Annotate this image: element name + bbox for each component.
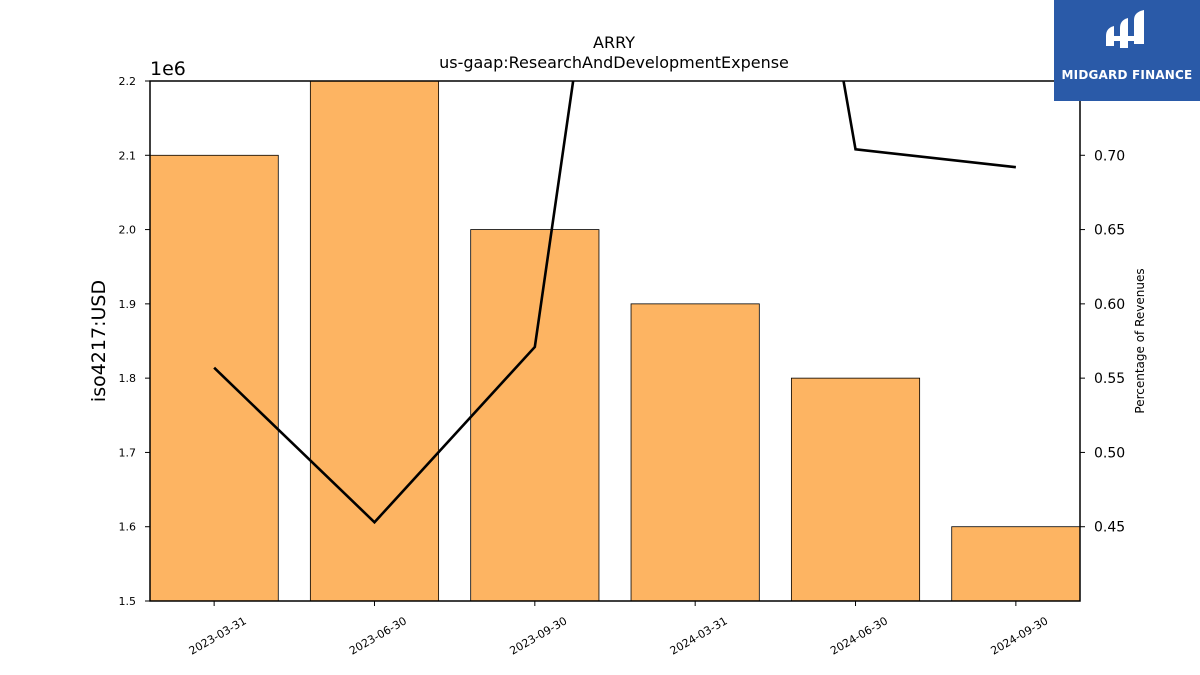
bar-2024-06-30 [790,377,921,602]
bar-2023-06-30 [309,80,440,602]
y2-tick-label: 0.70 [1094,148,1125,164]
y-tick-label: 2.0 [119,224,137,237]
bar-2024-09-30 [951,526,1081,602]
y-offset-label: 1e6 [150,58,186,80]
ratio-line [213,81,1017,525]
x-tick-label: 2023-03-31 [187,614,249,657]
bar-2023-03-31 [149,154,279,602]
brand-logo: MIDGARD FINANCE [1054,0,1200,101]
chart-subtitle: us-gaap:ResearchAndDevelopmentExpense [439,53,789,72]
y2-tick-label: 0.65 [1094,223,1125,239]
y-axis-label: iso4217:USD [88,280,110,402]
bars [149,80,1081,602]
y2-tick-label: 0.45 [1094,520,1125,536]
y2-tick-label: 0.50 [1094,445,1125,461]
y2-tick-label: 0.60 [1094,297,1125,313]
y-tick-label: 1.5 [119,595,137,608]
y-tick-label: 1.8 [119,372,137,385]
x-tick-label: 2024-03-31 [668,614,730,657]
x-tick-label: 2023-06-30 [347,614,409,657]
bar-2023-09-30 [470,229,600,602]
y2-axis-label: Percentage of Revenues [1133,268,1147,413]
x-tick-label: 2024-09-30 [988,614,1050,657]
y-tick-label: 2.2 [119,75,137,88]
y2-tick-label: 0.55 [1094,371,1125,387]
ratio-line-layer [213,81,1017,525]
x-tick-label: 2023-09-30 [507,614,569,657]
midgard-logo-icon [1106,10,1144,48]
y-tick-label: 1.7 [119,446,137,459]
y2-ticks: 0.45 0.50 0.55 0.60 0.65 0.70 [1080,148,1125,536]
chart-title: ARRY [593,33,635,52]
y-ticks: 1.5 1.6 1.7 1.8 1.9 2.0 2.1 2.2 [119,75,150,608]
y-tick-label: 2.1 [119,149,137,162]
y-tick-label: 1.9 [119,298,137,311]
y-tick-label: 1.6 [119,521,137,534]
x-tick-label: 2024-06-30 [828,614,890,657]
brand-name: MIDGARD FINANCE [1061,68,1193,82]
bar-2024-03-31 [630,303,760,602]
plot-frame [149,80,1081,602]
x-ticks: 2023-03-31 2023-06-30 2023-09-30 2024-03-31… [187,601,1050,658]
